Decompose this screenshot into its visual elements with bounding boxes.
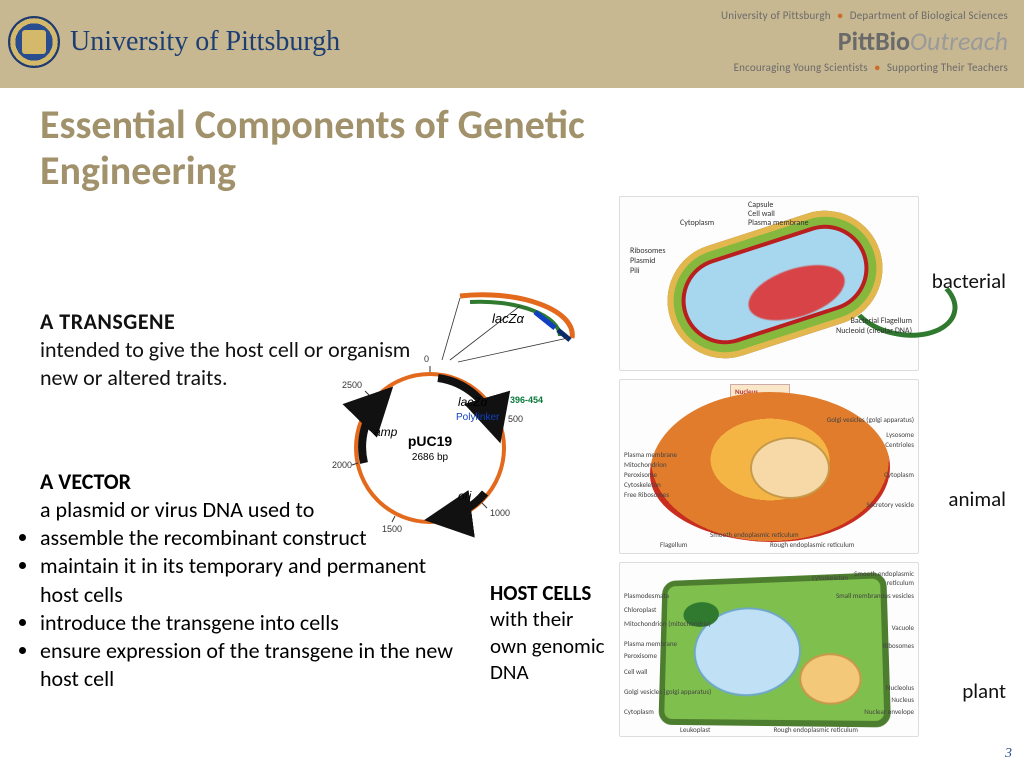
part-label: Golgi vesicles (golgi apparatus) — [624, 687, 711, 696]
part-label: Nucleus — [891, 695, 914, 704]
tagline: Encouraging Young Scientists • Supportin… — [721, 61, 1008, 75]
part-label: Mitochondrion (mitochondria) — [624, 619, 711, 628]
part-label: Pili — [630, 267, 640, 276]
part-label: Mitochondrion — [624, 460, 667, 469]
part-label: Cytoskeleton — [624, 480, 661, 489]
part-label: Free Ribosomes — [624, 490, 669, 499]
hr-dept: Department of Biological Sciences — [850, 9, 1008, 22]
svg-text:pUC19: pUC19 — [408, 433, 453, 449]
part-label: Plasma membrane — [624, 639, 677, 648]
part-label: Nucleoid (circular DNA) — [836, 327, 912, 336]
university-seal-icon — [8, 16, 60, 68]
animal-cell-diagram: Nucleus Nuclear pore Nuclear envelope Ch… — [619, 379, 919, 554]
header-bar: University of Pittsburgh University of P… — [0, 0, 1024, 88]
part-label: Plasmid — [630, 257, 655, 266]
cells-column: Capsule Cell wall Plasma membrane Cytopl… — [619, 196, 919, 737]
header-left: University of Pittsburgh — [8, 16, 340, 68]
tag-left: Encouraging Young Scientists — [734, 61, 868, 74]
part-label: Nuclear envelope — [864, 707, 914, 716]
bullet-icon: • — [871, 61, 885, 74]
svg-text:amp: amp — [374, 425, 398, 439]
svg-text:ori: ori — [458, 489, 472, 503]
svg-text:0: 0 — [424, 354, 429, 364]
part-label: Nucleolus — [886, 683, 914, 692]
svg-text:1000: 1000 — [490, 508, 510, 518]
part-label: Plasma membrane — [748, 219, 809, 228]
tag-right: Supporting Their Teachers — [887, 61, 1008, 74]
svg-text:2000: 2000 — [332, 460, 352, 470]
part-label: Bacterial Flagellum — [850, 317, 912, 326]
brand-italic: Outreach — [910, 25, 1008, 57]
bullet-icon: • — [833, 9, 847, 22]
part-label: Secretory vesicle — [866, 500, 914, 509]
part-label: Lysosome — [886, 430, 914, 439]
dept-line: University of Pittsburgh • Department of… — [721, 9, 1008, 23]
part-label: Cytoplasm — [624, 707, 654, 716]
part-label: Smooth endoplasmic reticulum — [710, 530, 799, 539]
host-heading: HOST CELLS — [490, 580, 610, 606]
svg-text:396-454: 396-454 — [510, 395, 543, 405]
university-name: University of Pittsburgh — [70, 26, 340, 58]
part-label: Cell wall — [624, 667, 648, 676]
page-number: 3 — [1005, 746, 1012, 762]
part-label: Ribosomes — [883, 641, 914, 650]
part-label: Vacuole — [892, 623, 914, 632]
svg-text:2686 bp: 2686 bp — [412, 452, 449, 463]
slide-body: Essential Components of Genetic Engineer… — [0, 88, 1024, 768]
brand: PittBioOutreach — [721, 25, 1008, 59]
part-label: Flagellum — [660, 540, 687, 549]
host-body: with their own genomic DNA — [490, 606, 610, 685]
svg-text:2500: 2500 — [342, 380, 362, 390]
part-label: Small membranous vesicles — [834, 591, 914, 600]
svg-text:500: 500 — [508, 414, 523, 424]
svg-text:lacZα: lacZα — [492, 311, 525, 326]
brand-bold: PittBio — [838, 25, 910, 57]
part-label: Rough endoplasmic reticulum — [770, 540, 854, 549]
part-label: Chloroplast — [624, 605, 656, 614]
part-label: Smooth endoplasmic reticulum — [844, 569, 914, 587]
plasmid-diagram: lacZα 0 500 1000 1500 2000 2500 — [310, 288, 610, 568]
part-label: Plasmodesmata — [624, 591, 669, 600]
part-label: Ribosomes — [630, 247, 665, 256]
cell-label-animal: animal — [948, 486, 1006, 512]
part-label: Centrioles — [885, 440, 914, 449]
cell-label-bacterial: bacterial — [932, 268, 1006, 294]
part-label: Plasma membrane — [624, 450, 677, 459]
part-label: Peroxisome — [624, 651, 657, 660]
svg-text:Polylinker: Polylinker — [456, 412, 500, 423]
bacterial-cell-diagram: Capsule Cell wall Plasma membrane Cytopl… — [619, 196, 919, 371]
plant-cell-diagram: Plasmodesmata Chloroplast Mitochondrion … — [619, 562, 919, 737]
vector-bullet: ensure expression of the transgene in th… — [40, 637, 460, 693]
host-section: HOST CELLS with their own genomic DNA — [490, 580, 610, 685]
part-label: Rough endoplasmic reticulum — [774, 725, 858, 734]
vector-bullet: introduce the transgene into cells — [40, 609, 460, 637]
header-right: University of Pittsburgh • Department of… — [721, 9, 1008, 75]
cell-label-plant: plant — [962, 678, 1006, 704]
svg-text:lacZα: lacZα — [458, 395, 489, 409]
part-label: Peroxisome — [624, 470, 657, 479]
hr-uni: University of Pittsburgh — [721, 9, 831, 22]
part-label: Cytoplasm — [884, 470, 914, 479]
part-label: cytoskeleton — [812, 573, 848, 582]
svg-text:1500: 1500 — [382, 524, 402, 534]
part-label: Cytoplasm — [680, 219, 714, 228]
part-label: Leukoplast — [680, 725, 710, 734]
part-label: Golgi vesicles (golgi apparatus) — [827, 415, 914, 424]
slide-title: Essential Components of Genetic Engineer… — [40, 102, 600, 194]
